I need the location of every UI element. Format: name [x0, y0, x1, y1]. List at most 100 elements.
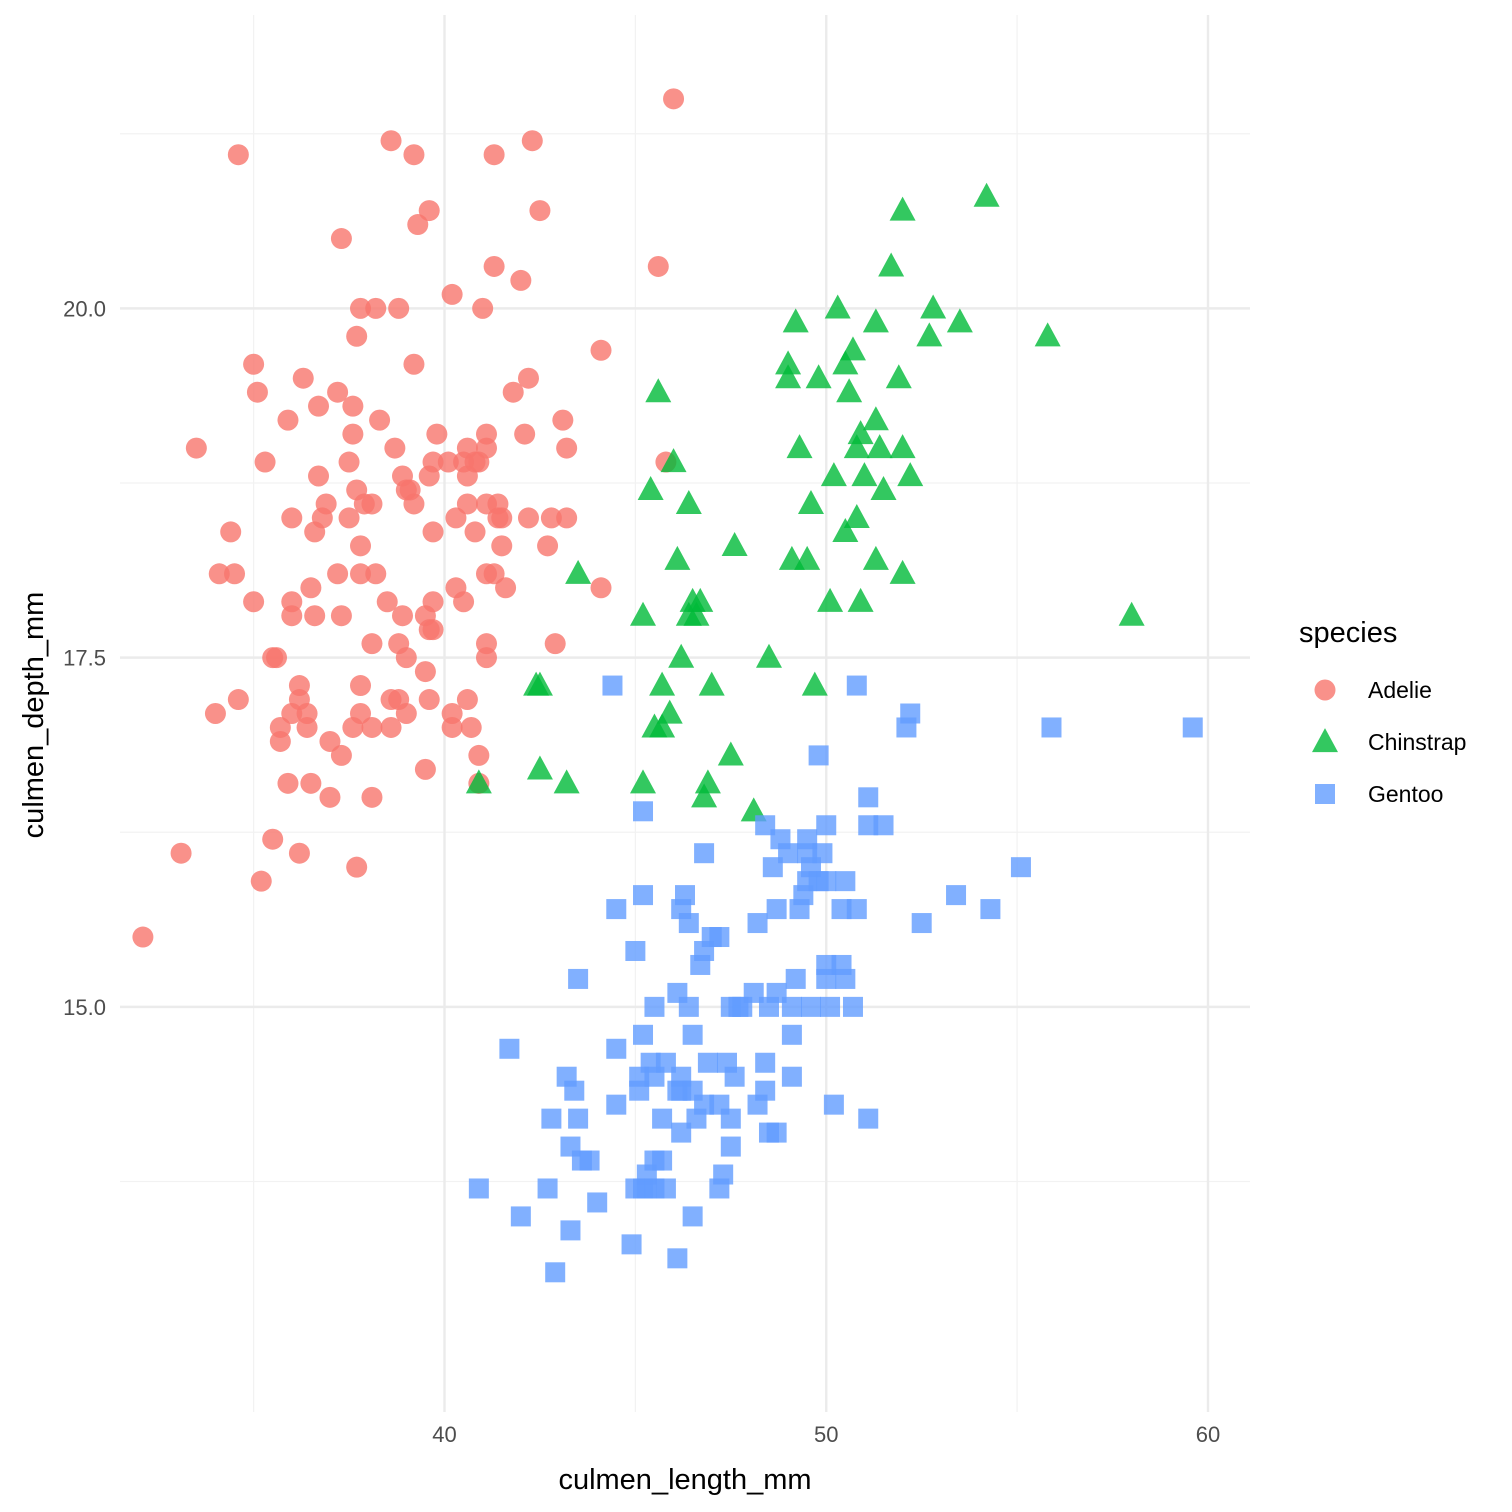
adelie-point: [338, 507, 360, 529]
adelie-point: [350, 675, 372, 697]
gentoo-point: [545, 1262, 566, 1283]
adelie-point: [277, 409, 299, 431]
gentoo-point: [946, 885, 967, 906]
adelie-point: [227, 689, 249, 711]
chinstrap-point: [1118, 601, 1145, 626]
adelie-point: [647, 255, 669, 277]
adelie-point: [483, 255, 505, 277]
chinstrap-point: [755, 643, 782, 668]
gentoo-point: [835, 968, 856, 989]
legend-title: species: [1299, 617, 1397, 649]
gentoo-point: [713, 1164, 734, 1185]
chinstrap-point: [526, 671, 553, 696]
chinstrap-point: [889, 434, 916, 459]
chinstrap-point: [794, 545, 821, 570]
adelie-point: [590, 339, 612, 361]
adelie-point: [491, 535, 513, 557]
gentoo-point: [781, 1066, 802, 1087]
gentoo-point: [797, 829, 818, 850]
gentoo-point: [781, 1024, 802, 1045]
chinstrap-point: [797, 490, 824, 515]
adelie-point: [350, 563, 372, 585]
gentoo-point: [510, 1206, 531, 1227]
adelie-point: [395, 647, 417, 669]
gentoo-point: [1182, 717, 1203, 738]
y-tick-label: 15.0: [63, 995, 106, 1020]
adelie-point: [365, 297, 387, 319]
adelie-point: [254, 451, 276, 473]
x-tick-label: 60: [1196, 1422, 1220, 1447]
chinstrap-point: [698, 671, 725, 696]
legend-key-chinstrap: [1312, 728, 1338, 753]
gentoo-point: [820, 996, 841, 1017]
adelie-point: [338, 451, 360, 473]
chinstrap-point: [897, 462, 924, 487]
adelie-point: [224, 563, 246, 585]
gentoo-point: [762, 857, 783, 878]
chinstrap-point: [973, 182, 1000, 207]
legend-label-adelie: Adelie: [1368, 677, 1432, 703]
adelie-point: [456, 493, 478, 515]
x-tick-label: 50: [814, 1422, 838, 1447]
adelie-point: [220, 521, 242, 543]
adelie-point: [170, 842, 192, 864]
chinstrap-point: [649, 713, 676, 738]
chinstrap-point: [801, 671, 828, 696]
adelie-point: [342, 423, 364, 445]
y-tick-label: 17.5: [63, 646, 106, 671]
chinstrap-point: [553, 769, 580, 794]
gentoo-point: [858, 787, 879, 808]
adelie-point: [517, 367, 539, 389]
gentoo-point: [537, 1178, 558, 1199]
adelie-point: [456, 689, 478, 711]
adelie-point: [250, 870, 272, 892]
gentoo-point: [778, 843, 799, 864]
adelie-point: [453, 591, 475, 613]
chinstrap-point: [656, 699, 683, 724]
adelie-point: [365, 563, 387, 585]
legend-label-gentoo: Gentoo: [1368, 781, 1443, 807]
adelie-point: [361, 786, 383, 808]
gentoo-point: [606, 1038, 627, 1059]
gentoo-point: [766, 982, 787, 1003]
gentoo-point: [846, 675, 867, 696]
adelie-point: [437, 451, 459, 473]
adelie-point: [300, 772, 322, 794]
adelie-point: [330, 744, 352, 766]
chinstrap-point: [630, 601, 657, 626]
chinstrap-point: [878, 252, 905, 277]
adelie-point: [510, 269, 532, 291]
chinstrap-point: [824, 294, 851, 319]
adelie-point: [319, 730, 341, 752]
x-axis-ticks: 40 50 60: [432, 1422, 1220, 1447]
gentoo-point: [766, 899, 787, 920]
chinstrap-point: [664, 545, 691, 570]
adelie-point: [663, 88, 685, 110]
chinstrap-point: [862, 406, 889, 431]
adelie-point: [483, 144, 505, 166]
chinstrap-point: [832, 517, 859, 542]
chinstrap-point: [805, 364, 832, 389]
gentoo-point: [694, 843, 715, 864]
y-axis-ticks: 15.0 17.5 20.0: [63, 296, 106, 1020]
legend-label-chinstrap: Chinstrap: [1368, 729, 1466, 755]
gentoo-point: [980, 899, 1001, 920]
adelie-point: [418, 689, 440, 711]
gentoo-point: [694, 1094, 715, 1115]
adelie-point: [296, 703, 318, 724]
adelie-point: [392, 605, 413, 627]
adelie-point: [350, 297, 372, 319]
gentoo-point: [842, 996, 863, 1017]
adelie-point: [132, 926, 154, 948]
chinstrap-point: [660, 448, 687, 473]
gentoo-point: [800, 996, 821, 1017]
adelie-point: [185, 437, 207, 459]
adelie-point: [380, 716, 402, 738]
adelie-point: [350, 535, 372, 557]
gentoo-point: [755, 815, 776, 836]
gentoo-point: [835, 871, 856, 892]
gentoo-point: [816, 871, 837, 892]
y-axis-title: culmen_depth_mm: [18, 592, 50, 839]
chinstrap-point: [668, 643, 695, 668]
chinstrap-point: [839, 336, 866, 361]
